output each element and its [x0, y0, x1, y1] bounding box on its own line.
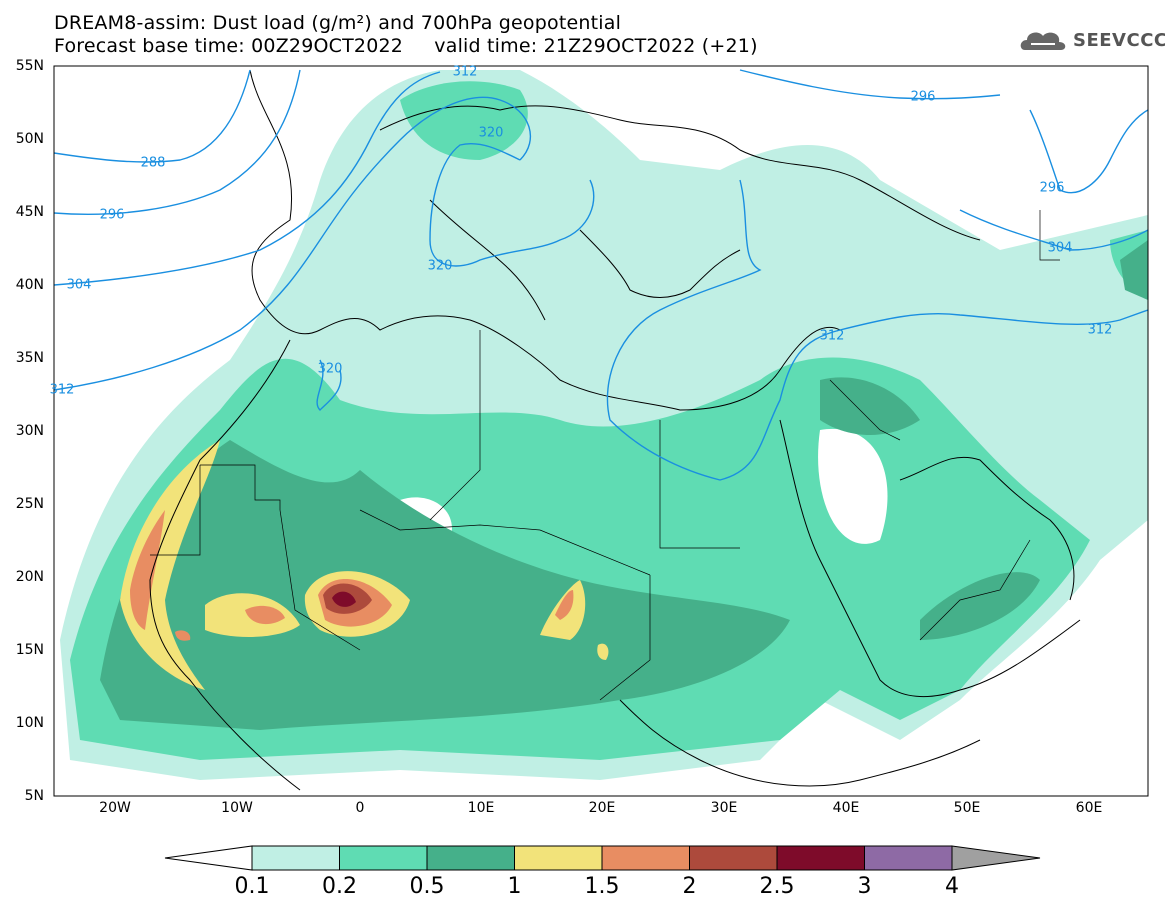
colorbar-box	[776, 845, 865, 871]
colorbar-tick-label: 2	[682, 874, 697, 899]
lon-label: 20E	[588, 800, 616, 816]
lat-label: 10N	[15, 715, 44, 731]
lat-label: 5N	[24, 788, 44, 804]
colorbar-box	[426, 845, 515, 871]
lon-label: 50E	[953, 800, 981, 816]
map-title: DREAM8-assim: Dust load (g/m²) and 700hP…	[54, 12, 622, 34]
contour-label: 288	[140, 155, 166, 171]
logo-text: SEEVCCC	[1073, 29, 1165, 51]
lon-label: 60E	[1075, 800, 1103, 816]
lat-label: 15N	[15, 642, 44, 658]
dust-level-2-5-area	[332, 591, 356, 607]
lat-label: 50N	[15, 131, 44, 147]
lon-label: 10W	[221, 800, 253, 816]
lon-label: 40E	[832, 800, 860, 816]
lat-label: 55N	[15, 58, 44, 74]
contour-label: 296	[1039, 180, 1065, 196]
lat-label: 30N	[15, 423, 44, 439]
map-subtitle: Forecast base time: 00Z29OCT2022 valid t…	[54, 35, 758, 57]
lat-label: 20N	[15, 569, 44, 585]
dust-level-1-5-area	[130, 510, 165, 630]
contour-label: 304	[66, 277, 92, 293]
colorbar-tick-label: 2.5	[759, 874, 795, 899]
lon-label: 30E	[710, 800, 738, 816]
contour-label: 312	[49, 382, 75, 398]
colorbar-box	[689, 845, 778, 871]
contour-label: 312	[452, 64, 478, 80]
colorbar-tick-label: 1	[507, 874, 522, 899]
coastlines	[149, 69, 1081, 791]
contour-label: 312	[1087, 322, 1113, 338]
colorbar-tick-label: 3	[857, 874, 872, 899]
colorbar-tick-label: 0.2	[322, 874, 357, 899]
country-borders	[150, 210, 1060, 701]
colorbar-box	[514, 845, 603, 871]
colorbar-tick-label: 4	[945, 874, 959, 899]
lat-label: 45N	[15, 204, 44, 220]
colorbar-box	[251, 845, 340, 871]
colorbar-tick-label: 0.1	[234, 874, 270, 899]
lat-label: 40N	[15, 277, 44, 293]
contour-label: 320	[478, 125, 504, 141]
contour-label: 320	[427, 258, 453, 274]
lon-label: 20W	[99, 800, 131, 816]
seevccc-logo: SEEVCCC	[1017, 26, 1165, 54]
lon-label: 10E	[467, 800, 495, 816]
colorbar-tick-label: 1.5	[584, 874, 620, 899]
colorbar-tick-label: 0.5	[409, 874, 445, 899]
contour-label: 304	[1047, 240, 1073, 256]
contour-label: 296	[99, 207, 125, 223]
contour-label: 312	[819, 328, 845, 344]
cloud-icon	[1020, 32, 1066, 50]
lon-label: 0	[355, 800, 365, 816]
lat-label: 25N	[15, 496, 44, 512]
contour-label: 320	[317, 361, 343, 377]
dust-level-0-5-area	[100, 440, 790, 730]
lat-label: 35N	[15, 350, 44, 366]
dust-level-0-2-europe	[400, 81, 528, 160]
contour-label: 296	[910, 89, 936, 105]
geopotential-contours	[54, 69, 1148, 481]
colorbar-over-arrow	[951, 845, 1041, 871]
colorbar	[164, 845, 1041, 871]
colorbar-box	[339, 845, 428, 871]
colorbar-under-arrow	[164, 845, 253, 871]
colorbar-box	[601, 845, 690, 871]
colorbar-box	[864, 845, 953, 871]
